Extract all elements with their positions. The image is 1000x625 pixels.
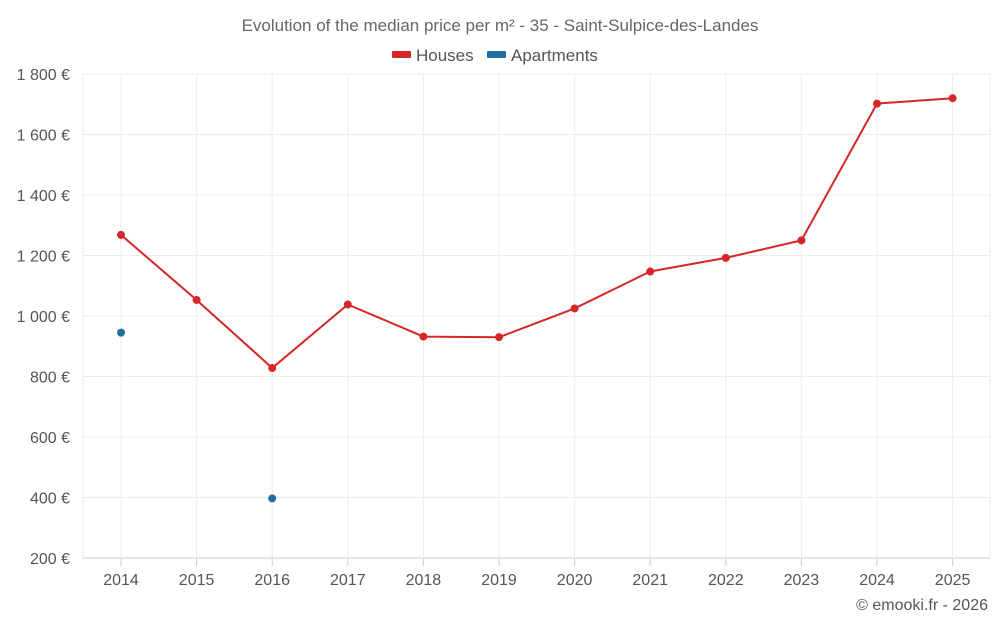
y-tick-label: 1 000 € xyxy=(17,309,70,326)
legend: Houses Apartments xyxy=(392,46,598,65)
x-tick-label: 2019 xyxy=(481,572,517,589)
houses-point xyxy=(646,267,655,276)
y-tick-label: 1 400 € xyxy=(17,188,70,205)
apartments-point xyxy=(117,328,125,337)
x-tick-label: 2016 xyxy=(254,572,290,589)
houses-point xyxy=(268,364,277,373)
x-tick-label: 2024 xyxy=(859,572,895,589)
legend-label-houses: Houses xyxy=(416,46,474,65)
x-tick-label: 2014 xyxy=(103,572,139,589)
y-tick-label: 400 € xyxy=(30,491,70,508)
x-tick-label: 2023 xyxy=(784,572,820,589)
y-tick-label: 1 600 € xyxy=(17,128,70,145)
x-tick-label: 2020 xyxy=(557,572,593,589)
series-layer xyxy=(117,94,957,503)
y-tick-label: 1 800 € xyxy=(17,67,70,84)
legend-label-apartments: Apartments xyxy=(511,46,598,65)
x-gridlines xyxy=(82,74,991,566)
houses-point xyxy=(343,300,352,309)
legend-swatch-houses xyxy=(392,51,411,58)
houses-point xyxy=(948,94,957,103)
y-axis-labels: 200 € 400 € 600 € 800 € 1 000 € 1 200 € 1 400 … xyxy=(17,67,70,568)
houses-point xyxy=(570,304,579,313)
houses-point xyxy=(419,332,428,341)
y-gridlines xyxy=(83,73,990,559)
houses-point xyxy=(192,295,201,304)
x-tick-label: 2017 xyxy=(330,572,366,589)
y-tick-label: 1 200 € xyxy=(17,249,70,266)
x-axis-labels: 2014 2015 2016 2017 2018 2019 2020 2021 2022 2023… xyxy=(103,572,970,589)
chart-title: Evolution of the median price per m² - 3… xyxy=(242,16,759,35)
y-tick-label: 800 € xyxy=(30,370,70,387)
apartments-point xyxy=(268,494,277,503)
houses-point xyxy=(117,230,125,239)
houses-point xyxy=(721,253,730,262)
houses-line xyxy=(120,97,953,370)
x-tick-label: 2015 xyxy=(179,572,215,589)
legend-swatch-apartments xyxy=(487,51,506,58)
credit-text: © emooki.fr - 2026 xyxy=(856,597,988,614)
y-tick-label: 600 € xyxy=(30,430,70,447)
y-tick-label: 200 € xyxy=(30,551,70,568)
x-tick-label: 2018 xyxy=(406,572,442,589)
x-tick-label: 2025 xyxy=(935,572,971,589)
x-tick-label: 2022 xyxy=(708,572,744,589)
houses-point xyxy=(873,99,881,108)
x-tick-label: 2021 xyxy=(632,572,668,589)
houses-point xyxy=(797,236,806,245)
houses-point xyxy=(495,333,503,342)
